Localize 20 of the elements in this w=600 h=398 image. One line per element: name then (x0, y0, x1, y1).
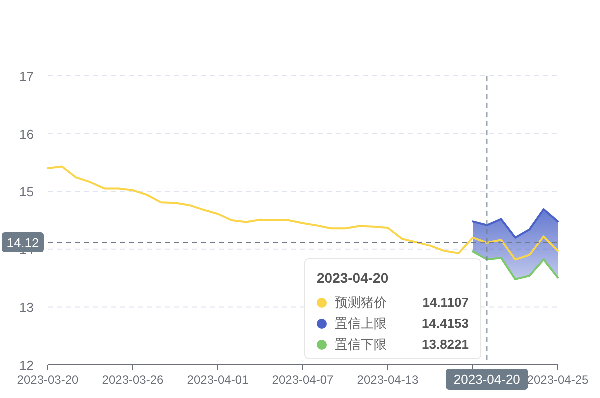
ref-line-label: 14.12 (6, 235, 40, 250)
annotation: 13.8221 (422, 337, 469, 352)
y-tick-label: 13 (20, 300, 34, 316)
ref-line-label: 2023-04-20 (454, 372, 520, 387)
y-tick-label: 12 (20, 358, 34, 373)
x-tick-label: 2023-04-13 (357, 373, 420, 387)
y-tick-label: 16 (20, 126, 34, 142)
x-tick-label: 2023-04-01 (187, 373, 250, 387)
legend-label: 预测猪价 (335, 295, 387, 310)
x-tick-label: 2023-04-07 (272, 373, 334, 387)
x-tick-label: 2023-03-26 (102, 373, 164, 387)
annotation: 2023-04-20 (317, 270, 389, 286)
annotation: 14.4153 (422, 316, 469, 331)
y-tick-label: 15 (20, 184, 34, 200)
legend-label: 置信上限 (335, 316, 387, 331)
legend-label: 置信下限 (335, 337, 387, 352)
y-tick-label: 17 (20, 69, 34, 84)
annotation: 14.1107 (422, 295, 469, 310)
x-tick-label: 2023-03-20 (17, 373, 80, 387)
x-tick-label: 2023-04-25 (527, 373, 590, 387)
